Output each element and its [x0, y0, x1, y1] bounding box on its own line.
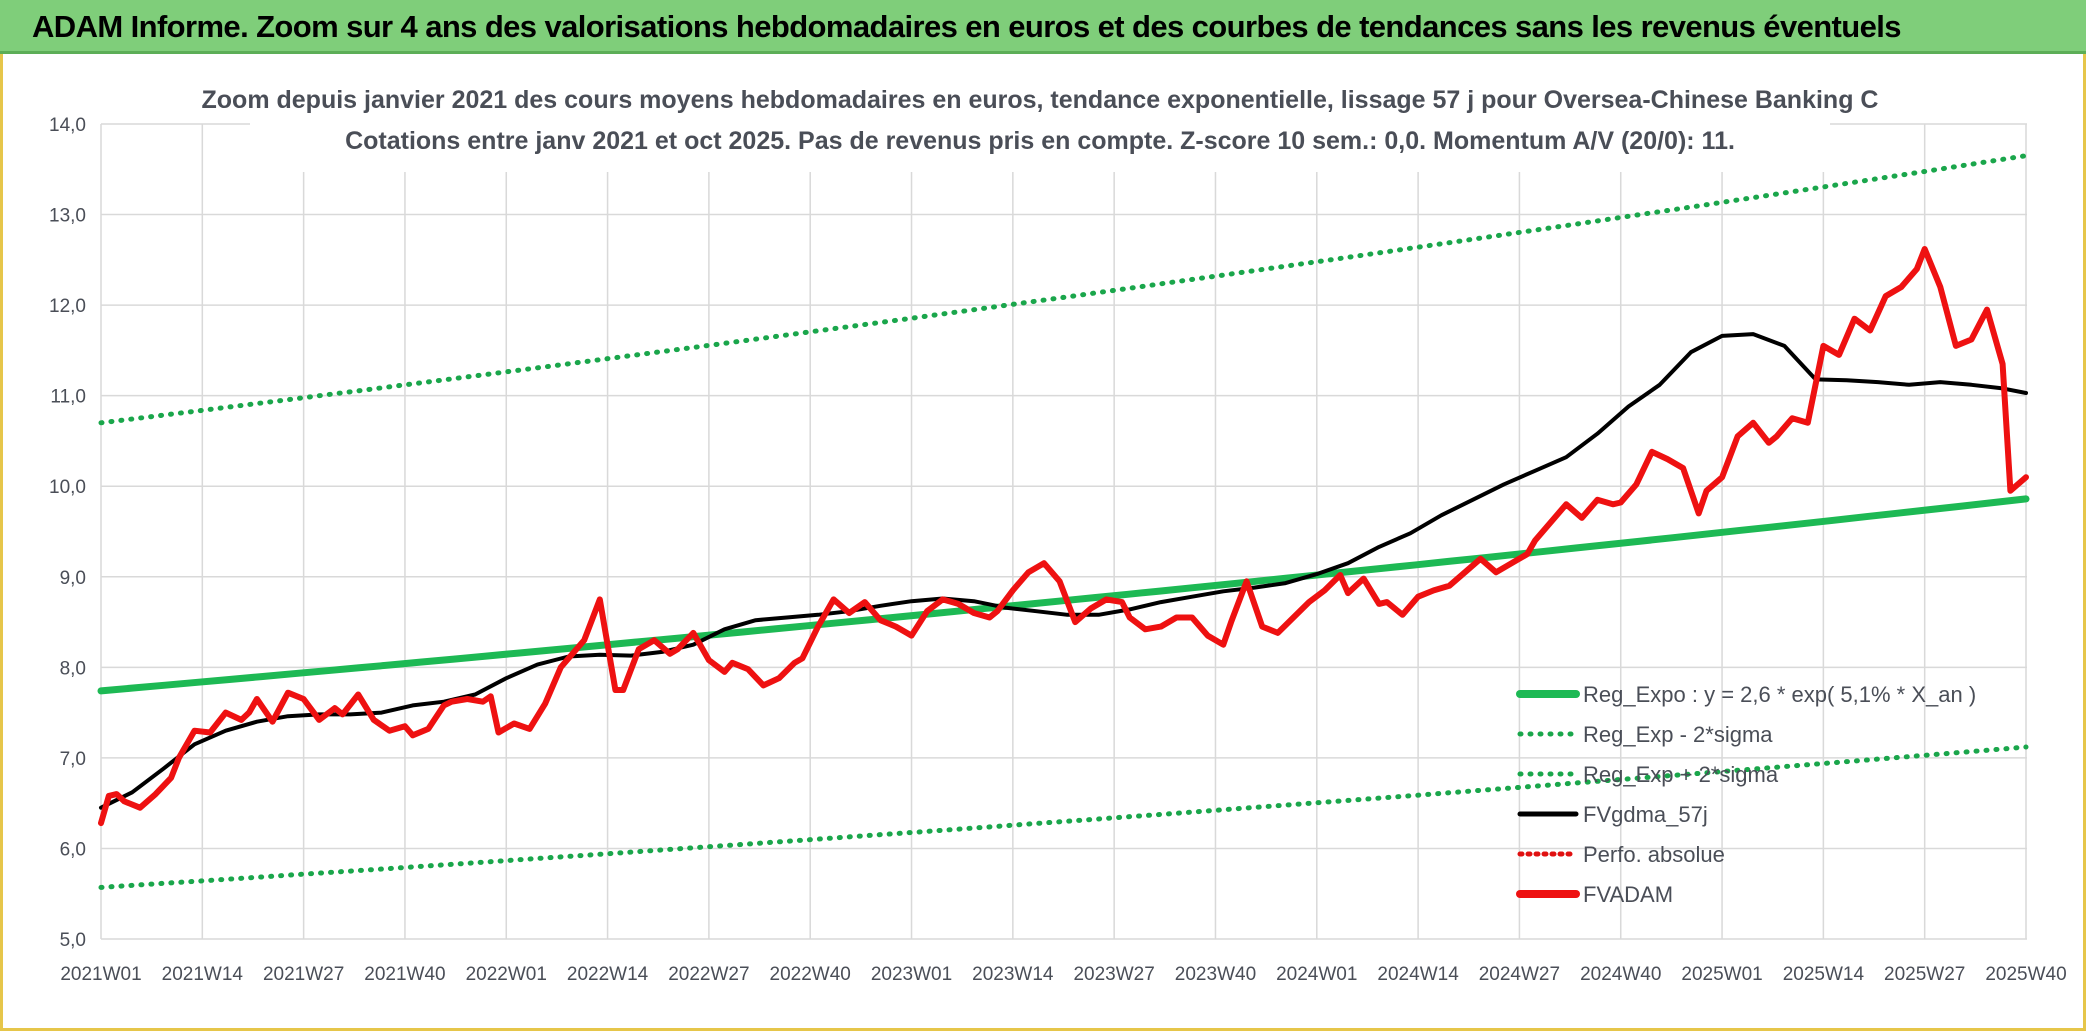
series-fvadam [98, 246, 2029, 827]
y-tick-label: 7,0 [60, 749, 86, 770]
series-reg-exp-plus-2sigma [98, 153, 2029, 426]
y-tick-label: 6,0 [60, 839, 86, 860]
legend-label: FVADAM [1583, 882, 1673, 907]
y-tick-label: 5,0 [60, 930, 86, 951]
legend-label: Perfo. absolue [1583, 842, 1725, 867]
x-tick-label: 2023W14 [972, 964, 1054, 985]
x-tick-label: 2025W40 [1985, 964, 2066, 985]
legend-label: Reg_Exp - 2*sigma [1583, 722, 1773, 747]
x-tick-label: 2022W27 [668, 964, 749, 985]
x-tick-label: 2023W27 [1073, 964, 1154, 985]
x-tick-label: 2024W01 [1276, 964, 1357, 985]
x-tick-label: 2025W01 [1681, 964, 1762, 985]
x-tick-label: 2022W14 [567, 964, 649, 985]
chart-title: Zoom depuis janvier 2021 des cours moyen… [202, 86, 1879, 114]
x-tick-label: 2024W14 [1377, 964, 1459, 985]
x-axis: 2021W01 2021W14 2021W27 2021W40 2022W01 2022W… [60, 964, 2066, 985]
x-tick-label: 2021W01 [60, 964, 141, 985]
x-tick-label: 2022W01 [466, 964, 547, 985]
x-tick-label: 2024W27 [1479, 964, 1560, 985]
x-tick-label: 2025W14 [1783, 964, 1865, 985]
report-header: ADAM Informe. Zoom sur 4 ans des valoris… [0, 0, 2086, 54]
x-tick-label: 2024W40 [1580, 964, 1661, 985]
legend-label: Reg_Expo : y = 2,6 * exp( 5,1% * X_an ) [1583, 682, 1976, 707]
x-tick-label: 2023W01 [871, 964, 952, 985]
series-reg-expo [97, 495, 2030, 695]
y-tick-label: 9,0 [60, 568, 86, 589]
x-tick-label: 2021W40 [364, 964, 445, 985]
y-axis: 5,0 6,0 7,0 8,0 9,0 10,0 11,0 12,0 13,0 14,0 [49, 115, 86, 951]
y-tick-label: 12,0 [49, 296, 86, 317]
chart-series [97, 153, 2030, 890]
chart-grid [100, 123, 2027, 940]
y-tick-label: 14,0 [49, 115, 86, 136]
y-tick-label: 11,0 [50, 387, 86, 408]
report-title: ADAM Informe. Zoom sur 4 ans des valoris… [32, 9, 1902, 44]
x-tick-label: 2022W40 [770, 964, 851, 985]
legend-label: FVgdma_57j [1583, 802, 1708, 827]
series-reg-exp-minus-2sigma [98, 744, 2029, 890]
x-tick-label: 2021W27 [263, 964, 344, 985]
title-backdrop [250, 80, 1830, 172]
legend-label: Reg_Exp + 2*sigma [1583, 762, 1779, 787]
chart-container [0, 54, 2086, 1031]
legend: Reg_Expo : y = 2,6 * exp( 5,1% * X_an ) R… [1516, 682, 1976, 907]
x-tick-label: 2021W14 [162, 964, 244, 985]
y-tick-label: 8,0 [60, 658, 86, 679]
y-tick-label: 13,0 [49, 206, 86, 227]
x-tick-label: 2025W27 [1884, 964, 1965, 985]
series-fvgdma-57j [99, 332, 2028, 810]
y-tick-label: 10,0 [49, 477, 86, 498]
chart-subtitle: Cotations entre janv 2021 et oct 2025. P… [345, 127, 1735, 155]
x-tick-label: 2023W40 [1175, 964, 1256, 985]
